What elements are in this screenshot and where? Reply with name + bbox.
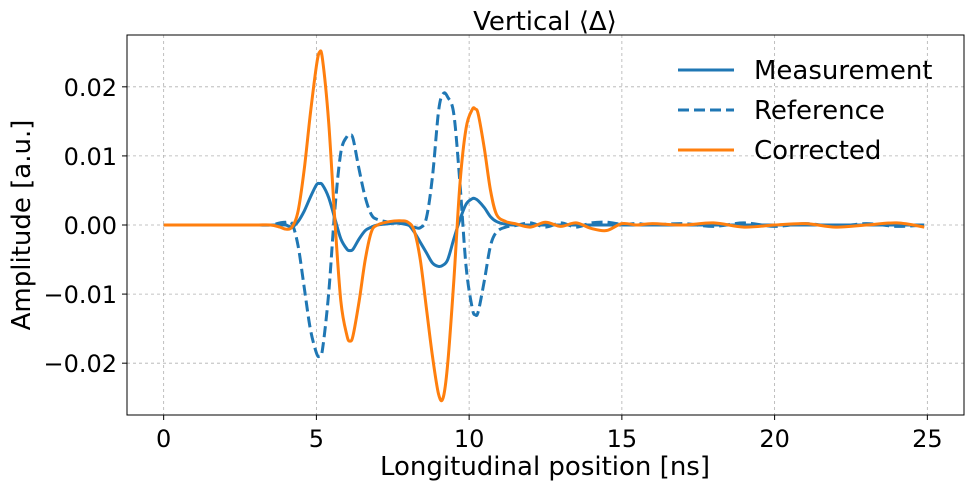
y-tick-label: 0.02: [64, 74, 117, 102]
x-tick-label: 10: [454, 425, 485, 453]
legend-label-reference: Reference: [754, 96, 885, 126]
x-tick-label: 0: [156, 425, 171, 453]
y-tick-label: −0.01: [43, 281, 117, 309]
x-tick-label: 20: [759, 425, 790, 453]
plot-area: [163, 49, 925, 403]
legend-label-corrected: Corrected: [754, 136, 881, 166]
x-tick-label: 25: [912, 425, 943, 453]
y-tick-label: 0.00: [64, 212, 117, 240]
legend-label-measurement: Measurement: [754, 56, 933, 86]
legend: Measurement Reference Corrected: [678, 56, 933, 166]
x-axis: 0 5 10 15 20 25: [156, 415, 943, 453]
y-tick-label: −0.02: [43, 350, 117, 378]
y-axis-label: Amplitude [a.u.]: [7, 120, 37, 331]
x-tick-label: 5: [309, 425, 324, 453]
x-tick-label: 15: [607, 425, 638, 453]
series-line-corrected: [163, 49, 925, 403]
y-axis: −0.02 −0.01 0.00 0.01 0.02: [43, 74, 127, 378]
x-axis-label: Longitudinal position [ns]: [380, 452, 710, 482]
chart-title: Vertical ⟨Δ⟩: [473, 7, 617, 37]
y-tick-label: 0.01: [64, 143, 117, 171]
